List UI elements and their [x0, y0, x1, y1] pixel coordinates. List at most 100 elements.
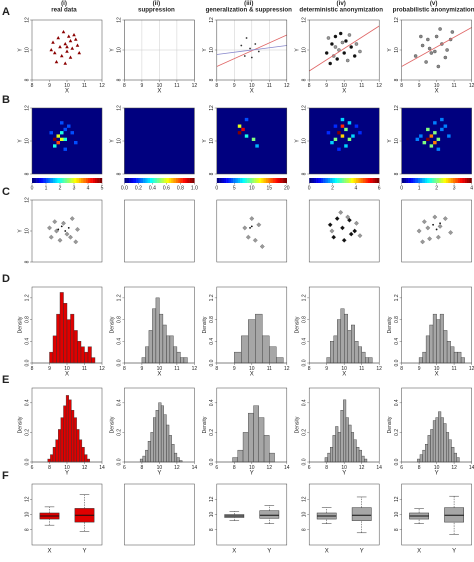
x-tick-label: 8 [48, 465, 51, 471]
colorbar-swatch [353, 178, 357, 183]
colorbar-swatch [95, 178, 98, 183]
colorbar-label: 0.8 [177, 185, 184, 191]
point [67, 227, 70, 229]
hist-bar [142, 455, 146, 463]
colorbar-swatch [81, 178, 84, 183]
panel: 8 9 10 11 12 0.0 0.4 0.8 1.2 X Density [110, 286, 197, 378]
point [326, 36, 331, 40]
point [52, 219, 58, 225]
point [434, 34, 439, 39]
y-tick-label: 0.4 [394, 399, 400, 406]
colorbar-swatch [320, 178, 324, 183]
hist-bar [65, 395, 69, 463]
point [442, 216, 448, 222]
colorbar-swatch [168, 178, 172, 183]
x-tick-label: 8 [308, 83, 311, 89]
point [240, 44, 243, 47]
x-tick-label: 12 [82, 465, 88, 471]
colorbar-swatch [145, 178, 148, 183]
y-axis-label: Density [110, 316, 116, 333]
heat-cell [53, 137, 57, 141]
colorbar-swatch [316, 178, 319, 183]
hist-bar [91, 357, 96, 364]
colorbar-label: 4 [87, 185, 90, 191]
colorbar-swatch [339, 178, 343, 183]
point [65, 49, 69, 53]
point [68, 39, 73, 43]
hist-bar [84, 351, 89, 364]
point [259, 244, 265, 249]
box [259, 510, 280, 519]
y-tick-label: 12 [394, 496, 400, 502]
colorbar-swatch [230, 178, 234, 183]
colorbar-swatch [272, 178, 276, 183]
heat-cell [60, 121, 64, 125]
point [345, 58, 350, 63]
point [331, 234, 337, 240]
panel: 0 5 10 15 20 8 10 12 Y [202, 105, 290, 191]
y-tick-label: 0.4 [302, 338, 308, 345]
x-tick-label: 10 [157, 366, 163, 372]
heat-cell [354, 124, 359, 128]
x-tick-label: 11 [82, 83, 87, 89]
y-tick-label: 12 [24, 105, 30, 111]
y-tick-label: 0.4 [394, 338, 400, 345]
x-tick-label: 8 [31, 366, 34, 372]
x-tick-label: 10 [249, 83, 255, 89]
point [347, 217, 352, 223]
hist-bar [176, 457, 180, 463]
x-axis-label: X [157, 89, 161, 95]
x-tick-label: 14 [192, 465, 198, 471]
x-tick-label: 9 [418, 83, 421, 89]
colorbar-label: 6 [378, 185, 381, 191]
point [61, 30, 66, 34]
point [354, 220, 359, 226]
hist-bar [50, 454, 54, 463]
y-tick-label: 0.2 [24, 429, 30, 436]
heat-cell [358, 131, 362, 135]
panel: 8 9 10 11 12 0.0 0.4 0.8 1.2 X Density [387, 286, 474, 378]
hist-bar [71, 410, 75, 463]
panel: 8 10 12 Y [17, 197, 103, 263]
colorbar-swatch [36, 178, 40, 183]
x-tick-label: 6 [400, 465, 403, 471]
x-tick-label: 12 [376, 83, 382, 89]
hist-bar [87, 346, 92, 364]
y-tick-label: 8 [117, 78, 123, 81]
point [349, 45, 353, 49]
heat-cell [447, 134, 451, 138]
colorbar-swatch [92, 178, 96, 183]
colorbar-swatch [346, 178, 350, 183]
colorbar-swatch [459, 178, 463, 183]
heat-cell [330, 141, 334, 145]
heat-cell [436, 147, 441, 151]
y-axis-label: Y [387, 48, 393, 52]
colorbar-swatch [348, 178, 352, 183]
hist-bar [429, 324, 434, 364]
y-tick-label: 8 [302, 78, 308, 81]
plot-area [124, 108, 195, 174]
hist-bar [365, 357, 369, 364]
colorbar-swatch [46, 178, 49, 183]
panel: 8 9 10 11 12 8 10 12 X Y [202, 17, 290, 95]
point [245, 37, 248, 39]
y-tick-label: 10 [302, 512, 308, 518]
y-tick-label: 10 [117, 138, 123, 144]
colorbar-swatch [166, 178, 169, 183]
colorbar-swatch [185, 178, 188, 183]
colorbar-swatch [247, 178, 250, 183]
colorbar-swatch [436, 178, 440, 183]
y-tick-label: 0.0 [24, 359, 30, 366]
y-tick-label: 0.4 [24, 399, 30, 406]
hist-bar [358, 449, 362, 463]
hist-bar [174, 452, 178, 463]
colorbar-swatch [74, 178, 77, 183]
plot-area [401, 200, 472, 262]
y-tick-label: 0.8 [209, 316, 215, 323]
y-tick-label: 8 [24, 172, 30, 175]
y-axis-label: Y [17, 139, 23, 143]
point [250, 56, 253, 59]
column-number: (iv) [337, 0, 346, 7]
colorbar-swatch [427, 178, 430, 183]
colorbar-swatch [277, 178, 280, 183]
